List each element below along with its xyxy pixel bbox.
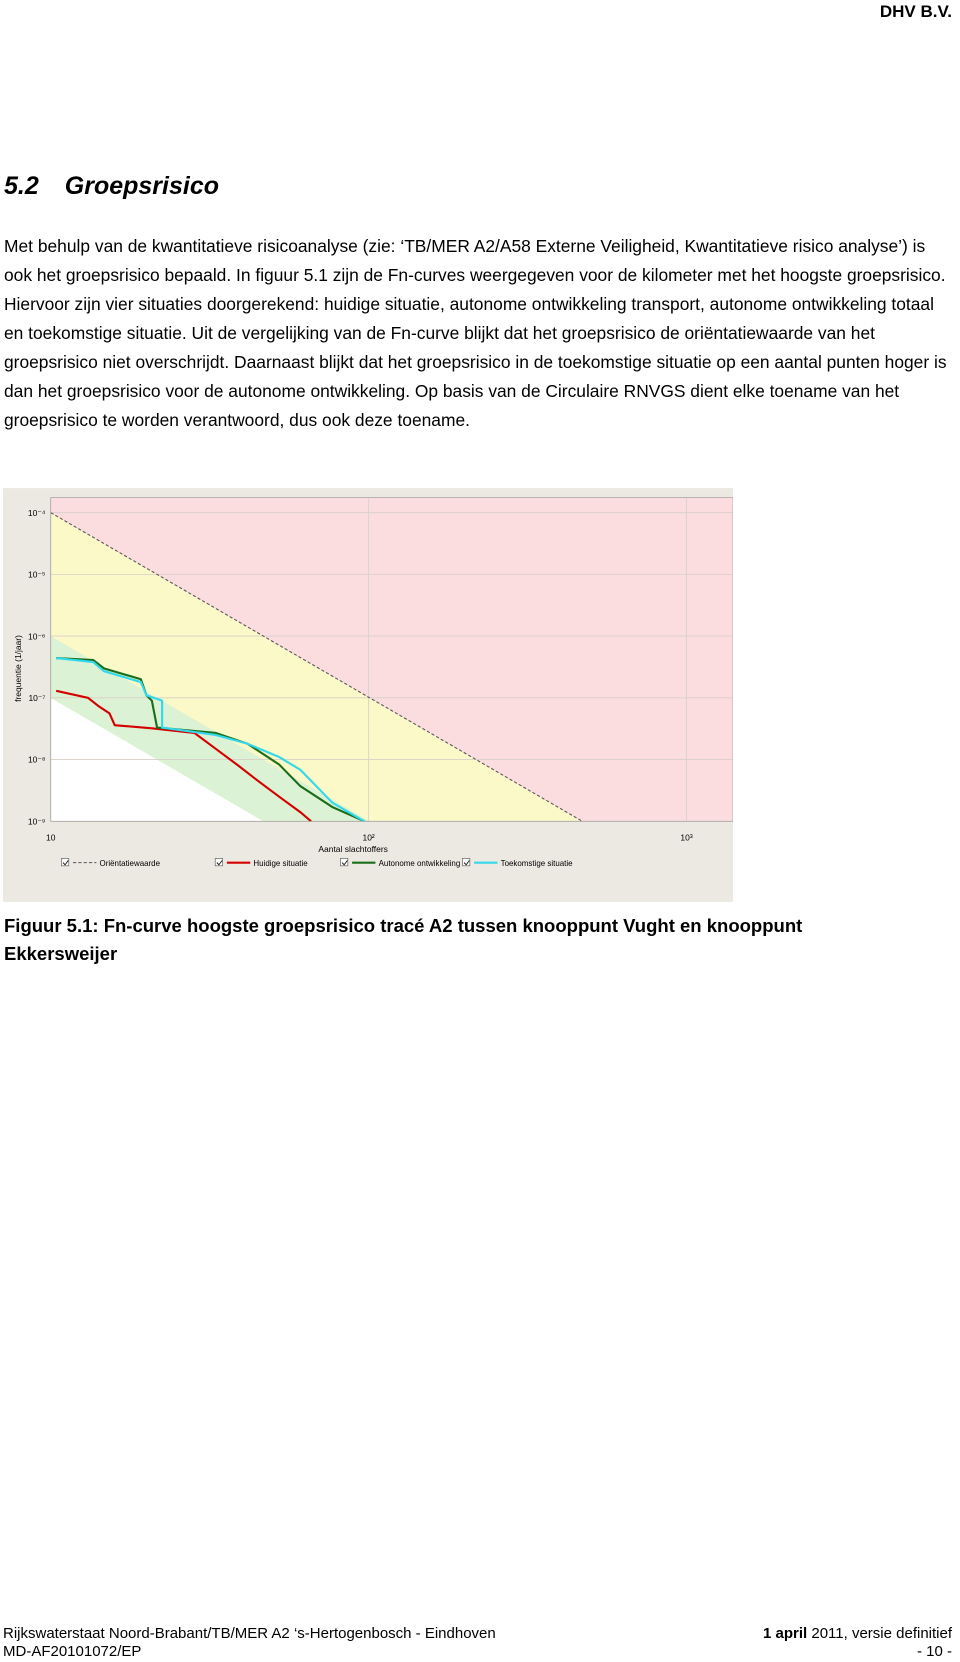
y-tick-label: 10⁻⁹	[28, 816, 46, 826]
legend-label: Toekomstige situatie	[501, 859, 573, 868]
legend-check	[341, 860, 348, 866]
fn-chart: 10⁻⁴ 10⁻⁵ 10⁻⁶ 10⁻⁷ 10⁻⁸ 10⁻⁹10 10² 10³ Aantal s…	[3, 488, 733, 902]
legend-label: Huidige situatie	[253, 859, 308, 868]
footer-date: 1 april 2011, versie definitief	[763, 1625, 952, 1642]
section-title: Groepsrisico	[64, 172, 219, 200]
x-tick-label: 10²	[363, 832, 375, 842]
y-tick-label: 10⁻⁸	[28, 755, 46, 765]
figure-caption: Figuur 5.1: Fn-curve hoogste groepsrisic…	[4, 915, 803, 964]
y-tick-label: 10⁻⁵	[28, 570, 45, 580]
legend-checkbox	[214, 858, 223, 867]
footer-left: Rijkswaterstaat Noord-Brabant/TB/MER A2 …	[3, 1625, 496, 1642]
footer-date-rest: 2011, versie definitief	[811, 1625, 952, 1642]
legend-check	[463, 860, 470, 866]
plot-frame	[50, 497, 733, 822]
legend-check	[216, 860, 223, 866]
series-group	[50, 512, 583, 822]
x-axis-label: Aantal slachtoffers	[318, 844, 388, 854]
series-line	[56, 657, 365, 822]
series-line	[50, 512, 583, 822]
x-tick-label: 10	[46, 832, 56, 842]
zone-red	[50, 497, 733, 822]
legend-checkbox	[462, 858, 471, 867]
paragraph: Met behulp van de kwantitatieve risicoan…	[4, 236, 947, 430]
y-axis-label: frequentie (1/jaar)	[13, 635, 23, 702]
legend-label: Oriëntatiewaarde	[100, 859, 161, 868]
footer-date-bold: 1 april	[763, 1625, 808, 1642]
x-tick-label: 10³	[680, 832, 692, 842]
zones	[50, 497, 733, 822]
y-tick-label: 10⁻⁴	[28, 508, 46, 518]
page-number: - 10 -	[916, 1643, 952, 1660]
header: DHV B.V.	[879, 2, 952, 21]
legend-label: Autonome ontwikkeling	[379, 859, 461, 868]
legend-checkbox	[61, 858, 70, 867]
section-number: 5.2	[4, 172, 39, 200]
legend-check	[62, 860, 69, 866]
section-heading: 5.2 Groepsrisico	[4, 172, 219, 201]
series-line	[56, 657, 365, 822]
legend-checkbox	[340, 858, 349, 867]
y-tick-label: 10⁻⁷	[28, 693, 45, 703]
footer-code: MD-AF20101072/EP	[3, 1643, 142, 1660]
y-tick-label: 10⁻⁶	[28, 631, 45, 641]
